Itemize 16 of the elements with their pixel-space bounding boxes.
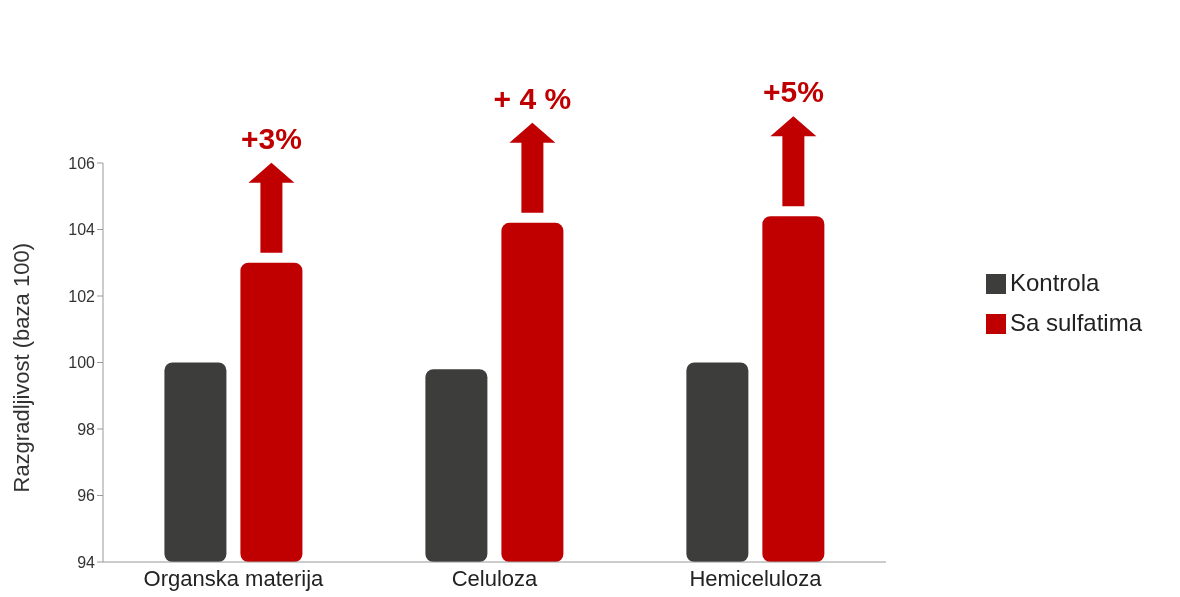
- text: +3%: [240, 121, 302, 155]
- legend-label: Sa sulfatima: [1009, 308, 1142, 336]
- legend-label: Kontrola: [1009, 268, 1100, 296]
- y-tick-label: 96: [77, 487, 96, 505]
- y-tick-label: 94: [77, 553, 96, 571]
- y-axis-title: Razgradljivost (baza 100): [8, 243, 34, 493]
- y-tick-label: 100: [68, 354, 96, 372]
- text: +5%: [762, 75, 824, 109]
- x-tick-label: Organska materija: [143, 565, 325, 591]
- x-tick-label: Hemiceluloza: [689, 565, 823, 591]
- y-tick-label: 102: [68, 287, 96, 305]
- y-tick-label: 104: [68, 221, 96, 239]
- y-tick-label: 98: [77, 420, 96, 438]
- y-tick-label: 106: [68, 154, 96, 172]
- x-tick-label: Celuloza: [451, 565, 539, 591]
- text: + 4 %: [493, 81, 572, 115]
